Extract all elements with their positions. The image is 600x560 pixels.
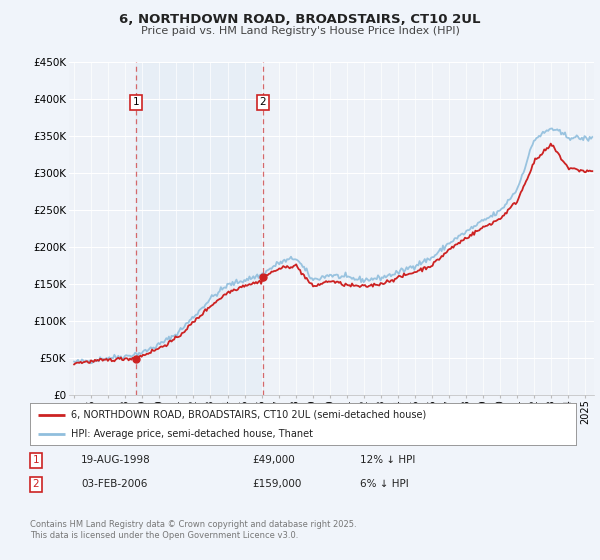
Text: £49,000: £49,000 — [252, 455, 295, 465]
Bar — [136, 62, 263, 395]
Text: 1: 1 — [32, 455, 40, 465]
Text: 6, NORTHDOWN ROAD, BROADSTAIRS, CT10 2UL: 6, NORTHDOWN ROAD, BROADSTAIRS, CT10 2UL — [119, 13, 481, 26]
Text: 1: 1 — [133, 97, 139, 108]
Text: 12% ↓ HPI: 12% ↓ HPI — [360, 455, 415, 465]
Text: 2: 2 — [260, 97, 266, 108]
Text: Price paid vs. HM Land Registry's House Price Index (HPI): Price paid vs. HM Land Registry's House … — [140, 26, 460, 36]
Text: 6, NORTHDOWN ROAD, BROADSTAIRS, CT10 2UL (semi-detached house): 6, NORTHDOWN ROAD, BROADSTAIRS, CT10 2UL… — [71, 409, 426, 419]
Text: 19-AUG-1998: 19-AUG-1998 — [81, 455, 151, 465]
Text: £159,000: £159,000 — [252, 479, 301, 489]
Text: 2: 2 — [32, 479, 40, 489]
Text: 03-FEB-2006: 03-FEB-2006 — [81, 479, 148, 489]
Text: Contains HM Land Registry data © Crown copyright and database right 2025.
This d: Contains HM Land Registry data © Crown c… — [30, 520, 356, 540]
Text: HPI: Average price, semi-detached house, Thanet: HPI: Average price, semi-detached house,… — [71, 429, 313, 439]
Text: 6% ↓ HPI: 6% ↓ HPI — [360, 479, 409, 489]
